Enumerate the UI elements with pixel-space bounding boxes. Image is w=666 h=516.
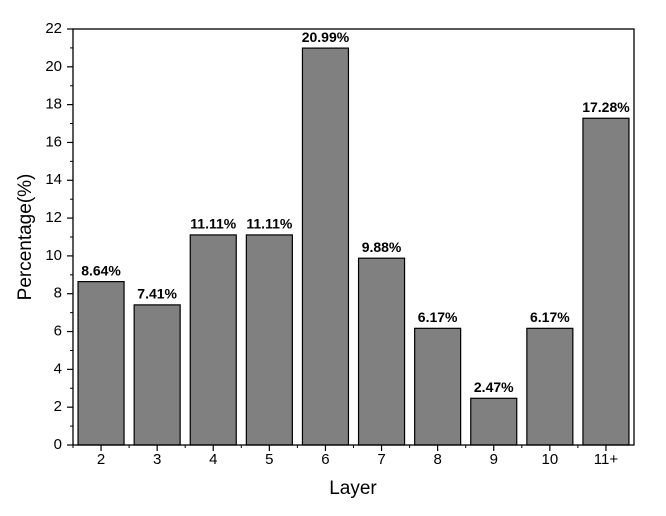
bar (301, 47, 350, 446)
bar (414, 327, 462, 446)
bar (582, 117, 630, 446)
value-label: 2.47% (474, 379, 514, 395)
y-tick-label: 2 (54, 398, 62, 415)
value-label: 11.11% (246, 216, 292, 232)
value-label: 20.99% (302, 29, 350, 45)
bar (77, 281, 125, 446)
y-tick-label: 12 (45, 209, 62, 226)
bar (189, 234, 237, 446)
bar (357, 257, 406, 446)
y-tick-label: 22 (45, 20, 62, 37)
value-label: 11.11% (190, 216, 236, 232)
y-axis-label: Percentage(%) (15, 174, 36, 301)
value-label: 7.41% (137, 286, 177, 302)
value-label: 8.64% (81, 262, 121, 278)
y-tick-label: 4 (54, 360, 62, 377)
x-tick-label: 8 (433, 451, 441, 468)
bar (245, 234, 293, 446)
x-tick-label: 3 (153, 451, 161, 468)
x-axis-label: Layer (329, 478, 377, 499)
x-tick-label: 9 (490, 451, 498, 468)
y-tick-label: 18 (45, 96, 62, 113)
x-tick-label: 10 (542, 451, 559, 468)
x-tick-label: 2 (97, 451, 105, 468)
value-label: 6.17% (418, 309, 458, 325)
y-tick-label: 14 (45, 171, 62, 188)
value-label: 9.88% (362, 239, 402, 255)
y-tick-label: 6 (54, 323, 62, 340)
y-tick-label: 8 (54, 285, 62, 302)
x-tick-label: 11+ (594, 451, 619, 468)
value-label: 6.17% (530, 309, 570, 325)
bar (133, 304, 181, 446)
bar (470, 397, 518, 446)
y-tick-label: 16 (45, 133, 62, 150)
x-tick-label: 5 (265, 451, 273, 468)
value-label: 17.28% (582, 99, 630, 115)
y-tick-label: 0 (54, 436, 62, 453)
plot-frame (72, 28, 635, 446)
y-tick-label: 20 (45, 58, 62, 75)
x-tick-label: 7 (377, 451, 385, 468)
x-tick-label: 6 (321, 451, 329, 468)
y-tick-label: 10 (45, 247, 62, 264)
x-tick-label: 4 (209, 451, 217, 468)
bar (526, 327, 574, 446)
